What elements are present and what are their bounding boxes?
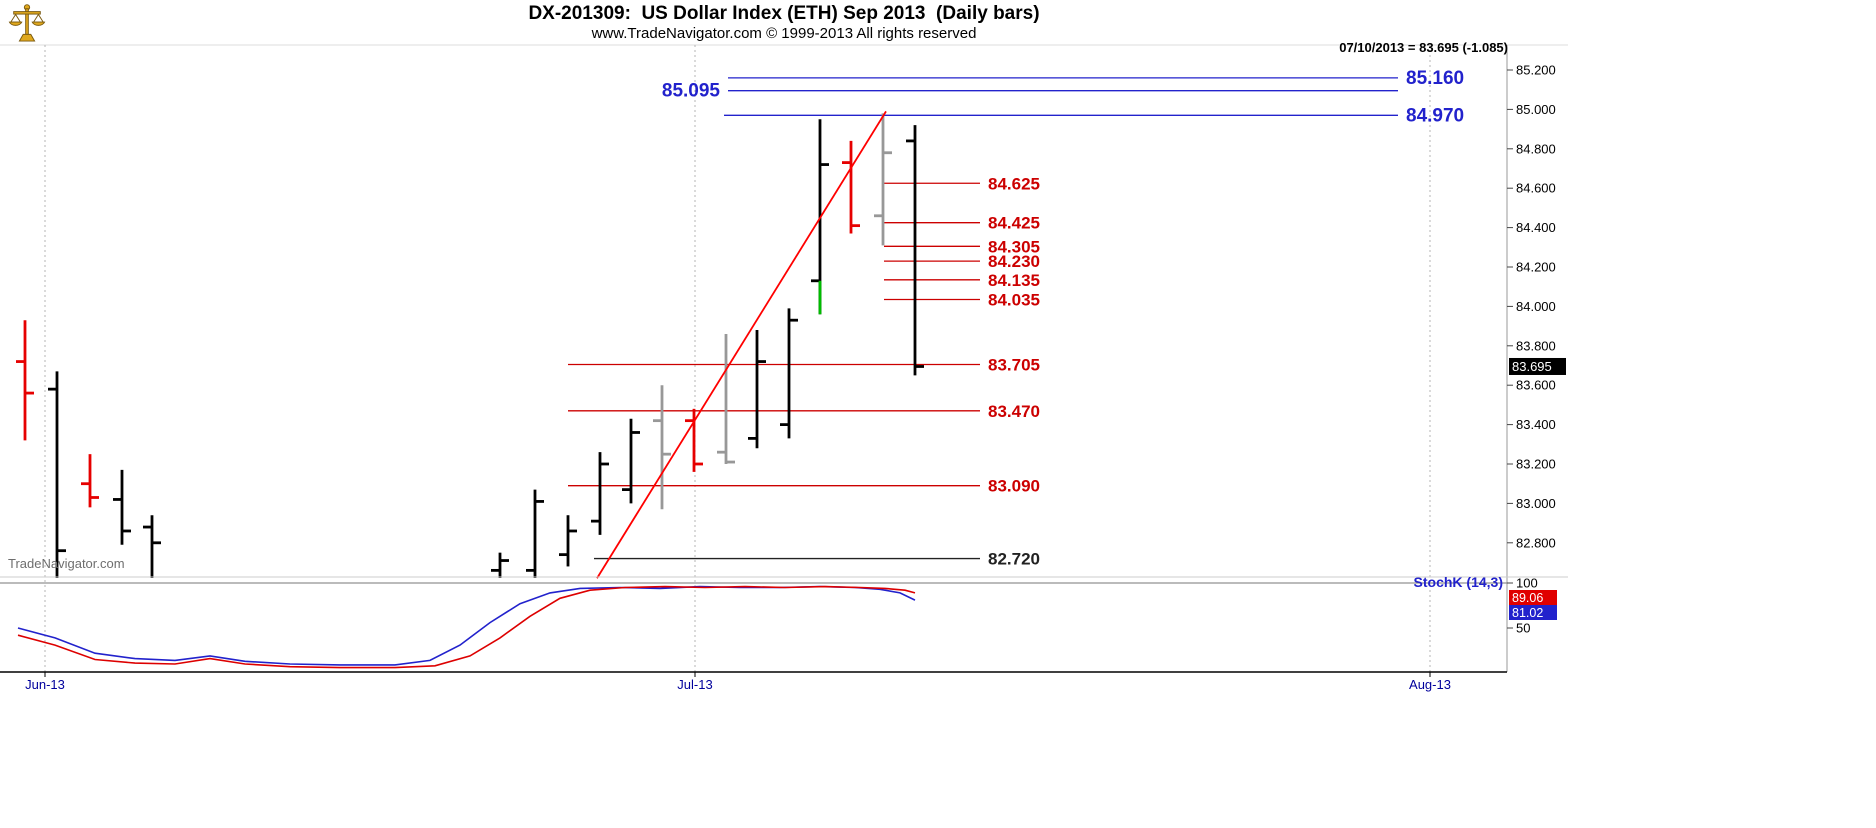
- price-axis-label: 85.000: [1516, 102, 1556, 117]
- month-label: Aug-13: [1409, 677, 1451, 692]
- price-bar: [81, 454, 99, 508]
- price-level-label: 84.970: [1406, 105, 1464, 126]
- stoch-d-value: 81.02: [1512, 606, 1543, 620]
- last-quote-readout: 07/10/2013 = 83.695 (-1.085): [1339, 40, 1508, 55]
- price-bar: [526, 489, 544, 578]
- price-level-label: 83.470: [988, 402, 1040, 421]
- price-bar: [717, 333, 735, 464]
- price-axis-label: 84.000: [1516, 299, 1556, 314]
- stoch-axis-label: 50: [1516, 621, 1530, 636]
- price-level-label: 84.305: [988, 237, 1040, 256]
- price-axis-label: 83.600: [1516, 378, 1556, 393]
- price-axis-label: 84.200: [1516, 260, 1556, 275]
- last-price-badge: [1509, 357, 1566, 375]
- price-level-label: 84.035: [988, 291, 1040, 310]
- stoch-line-d: [17, 585, 916, 666]
- stoch-k-value: 89.06: [1512, 591, 1543, 605]
- price-bar: [748, 330, 766, 449]
- price-level-label: 85.095: [662, 81, 721, 102]
- copyright-line: www.TradeNavigator.com © 1999-2013 All r…: [591, 25, 977, 42]
- price-axis-label: 83.200: [1516, 457, 1556, 472]
- stoch-axis-label: 100: [1516, 576, 1538, 591]
- price-bar: [48, 371, 66, 578]
- month-label: Jul-13: [677, 677, 712, 692]
- price-axis-label: 83.400: [1516, 417, 1556, 432]
- price-level-label: 83.090: [988, 477, 1040, 496]
- price-bar: [622, 418, 640, 504]
- price-axis-label: 84.600: [1516, 181, 1556, 196]
- price-axis-label: 84.800: [1516, 141, 1556, 156]
- price-axis-label: 82.800: [1516, 535, 1556, 550]
- price-level-label: 84.425: [988, 214, 1040, 233]
- price-bar: [113, 469, 131, 545]
- price-bar: [653, 385, 671, 510]
- price-bar: [842, 140, 860, 234]
- price-level-label: 83.705: [988, 356, 1040, 375]
- price-level-label: 82.720: [988, 550, 1040, 569]
- brand-scales-logo-icon: [8, 4, 46, 42]
- price-bar: [780, 308, 798, 439]
- stoch-line-k: [17, 585, 916, 669]
- price-level-label: 84.135: [988, 271, 1040, 290]
- price-bar: [16, 320, 34, 441]
- price-bar: [143, 515, 161, 578]
- price-bar: [906, 125, 924, 376]
- price-bar: [559, 515, 577, 567]
- last-price-value: 83.695: [1512, 359, 1552, 374]
- trend-line: [596, 110, 887, 579]
- stoch-indicator-label: StochK (14,3): [1414, 574, 1503, 590]
- price-level-label: 85.160: [1406, 68, 1464, 89]
- price-bar: [874, 113, 892, 246]
- price-bars: [16, 113, 924, 578]
- price-axis-label: 84.400: [1516, 220, 1556, 235]
- price-level-label: 84.625: [988, 174, 1040, 193]
- price-bar: [685, 408, 703, 472]
- price-bar: [591, 452, 609, 535]
- price-axis-label: 83.000: [1516, 496, 1556, 511]
- watermark: TradeNavigator.com: [8, 556, 125, 571]
- price-axis-label: 85.200: [1516, 63, 1556, 78]
- stoch-k-badge: [1509, 590, 1557, 605]
- price-level-label: 84.230: [988, 252, 1040, 271]
- month-label: Jun-13: [25, 677, 65, 692]
- chart-title: DX-201309: US Dollar Index (ETH) Sep 201…: [528, 3, 1040, 24]
- price-axis-label: 83.800: [1516, 338, 1556, 353]
- stoch-d-badge: [1509, 605, 1557, 620]
- price-bar: [491, 552, 509, 578]
